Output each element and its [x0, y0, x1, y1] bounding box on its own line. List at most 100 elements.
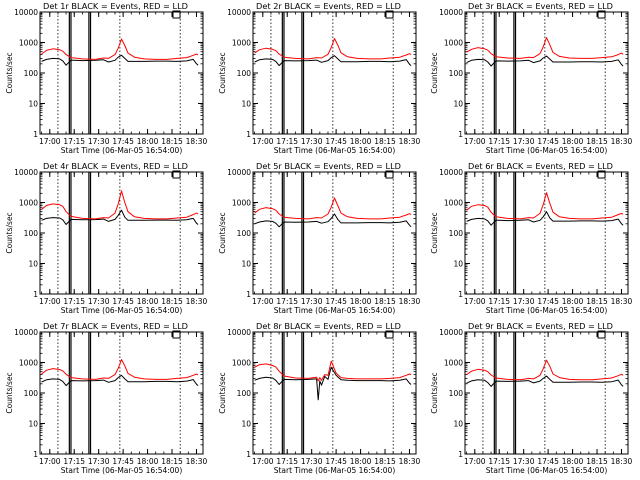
y-tick-label: 10 [28, 260, 38, 269]
x-tick-label: 18:15 [161, 297, 183, 306]
y-tick-label: 10000 [439, 8, 463, 17]
x-tick-label: 17:15 [488, 457, 510, 466]
y-tick-label: 10000 [14, 168, 38, 177]
events-series-line [466, 375, 624, 387]
panel-title: Det 2r BLACK = Events, RED = LLD [256, 1, 401, 11]
y-tick-label: 100 [449, 69, 464, 78]
events-series-line [254, 213, 412, 228]
y-tick-label: 1 [458, 130, 463, 139]
y-tick-label: 100 [24, 69, 39, 78]
panel-title: Det 6r BLACK = Events, RED = LLD [468, 161, 613, 171]
x-tick-label: 17:00 [464, 457, 486, 466]
x-axis-label: Start Time (06-Mar-05 16:54:00) [274, 466, 396, 475]
y-tick-label: 10 [28, 100, 38, 109]
x-tick-label: 17:45 [537, 137, 559, 146]
x-tick-label: 17:30 [301, 137, 323, 146]
x-tick-label: 18:15 [586, 137, 608, 146]
x-axis-label: Start Time (06-Mar-05 16:54:00) [486, 306, 608, 315]
x-axis-label: Start Time (06-Mar-05 16:54:00) [274, 306, 396, 315]
x-tick-label: 18:15 [161, 457, 183, 466]
x-tick-label: 18:00 [562, 137, 584, 146]
x-tick-label: 17:45 [537, 297, 559, 306]
lld-series-line [466, 359, 624, 381]
detector-panel: Det 8r BLACK = Events, RED = LLD 1 10 100 10… [218, 321, 421, 475]
detector-panel: Det 4r BLACK = Events, RED = LLD 1 10 100 10… [5, 161, 208, 315]
y-tick-label: 1000 [232, 199, 251, 208]
y-tick-label: 1000 [444, 199, 463, 208]
x-tick-label: 18:30 [399, 137, 421, 146]
y-axis-label: Counts/sec [5, 372, 14, 413]
x-tick-label: 18:15 [374, 457, 396, 466]
y-tick-label: 1000 [444, 359, 463, 368]
x-tick-label: 18:30 [399, 297, 421, 306]
x-tick-label: 17:30 [88, 297, 110, 306]
x-tick-label: 17:45 [537, 457, 559, 466]
x-tick-label: 17:30 [88, 137, 110, 146]
y-tick-label: 1 [458, 290, 463, 299]
x-tick-label: 17:30 [513, 457, 535, 466]
x-tick-label: 17:00 [252, 457, 274, 466]
x-tick-label: 17:15 [276, 457, 298, 466]
x-tick-label: 18:00 [350, 297, 372, 306]
y-tick-label: 1000 [444, 39, 463, 48]
y-tick-label: 1 [33, 130, 38, 139]
y-tick-label: 1 [33, 450, 38, 459]
panel-title: Det 5r BLACK = Events, RED = LLD [256, 161, 401, 171]
x-tick-label: 17:15 [63, 297, 85, 306]
panel-title: Det 1r BLACK = Events, RED = LLD [43, 1, 188, 11]
x-tick-label: 17:15 [63, 457, 85, 466]
x-tick-label: 18:30 [611, 297, 633, 306]
detector-panel: Det 9r BLACK = Events, RED = LLD 1 10 100 10… [430, 321, 633, 475]
y-tick-label: 100 [24, 229, 39, 238]
x-tick-label: 17:00 [39, 457, 61, 466]
y-tick-label: 100 [449, 389, 464, 398]
y-tick-label: 100 [237, 229, 252, 238]
x-axis-label: Start Time (06-Mar-05 16:54:00) [486, 466, 608, 475]
y-tick-label: 1 [246, 130, 251, 139]
y-tick-label: 1000 [19, 39, 38, 48]
y-axis-label: Counts/sec [5, 212, 14, 253]
x-tick-label: 17:45 [325, 457, 347, 466]
x-axis-label: Start Time (06-Mar-05 16:54:00) [61, 466, 183, 475]
x-axis-label: Start Time (06-Mar-05 16:54:00) [61, 146, 183, 155]
x-tick-label: 18:15 [161, 137, 183, 146]
x-tick-label: 17:30 [513, 137, 535, 146]
x-tick-label: 17:45 [325, 137, 347, 146]
y-tick-label: 10000 [227, 8, 251, 17]
y-tick-label: 10 [453, 100, 463, 109]
x-tick-label: 17:30 [301, 297, 323, 306]
y-tick-label: 1 [458, 450, 463, 459]
x-tick-label: 17:00 [252, 297, 274, 306]
lld-series-line [466, 192, 624, 220]
x-tick-label: 18:30 [611, 457, 633, 466]
lld-series-line [466, 37, 624, 59]
events-series-line [254, 366, 412, 401]
x-tick-label: 18:00 [350, 137, 372, 146]
x-tick-label: 17:30 [301, 457, 323, 466]
panel-title: Det 9r BLACK = Events, RED = LLD [468, 321, 613, 331]
x-tick-label: 18:30 [186, 457, 208, 466]
y-tick-label: 100 [449, 229, 464, 238]
x-tick-label: 17:00 [39, 297, 61, 306]
panel-title: Det 4r BLACK = Events, RED = LLD [43, 161, 188, 171]
x-tick-label: 18:30 [186, 137, 208, 146]
y-tick-label: 10000 [439, 328, 463, 337]
y-axis-label: Counts/sec [218, 212, 227, 253]
panel-title: Det 8r BLACK = Events, RED = LLD [256, 321, 401, 331]
x-tick-label: 18:15 [374, 137, 396, 146]
y-tick-label: 100 [237, 69, 252, 78]
detector-panel: Det 5r BLACK = Events, RED = LLD 1 10 100 10… [218, 161, 421, 315]
x-tick-label: 17:45 [112, 137, 134, 146]
y-tick-label: 1 [246, 450, 251, 459]
y-axis-label: Counts/sec [5, 52, 14, 93]
detector-panel: Det 2r BLACK = Events, RED = LLD 1 10 100 10… [218, 1, 421, 155]
x-tick-label: 18:15 [586, 457, 608, 466]
x-tick-label: 17:15 [276, 137, 298, 146]
y-axis-label: Counts/sec [218, 52, 227, 93]
x-tick-label: 18:00 [562, 457, 584, 466]
lld-series-line [41, 38, 199, 60]
panel-grid: Det 1r BLACK = Events, RED = LLD 1 10 100 10… [5, 1, 633, 475]
y-tick-label: 10000 [439, 168, 463, 177]
y-tick-label: 100 [24, 389, 39, 398]
y-tick-label: 10000 [227, 168, 251, 177]
